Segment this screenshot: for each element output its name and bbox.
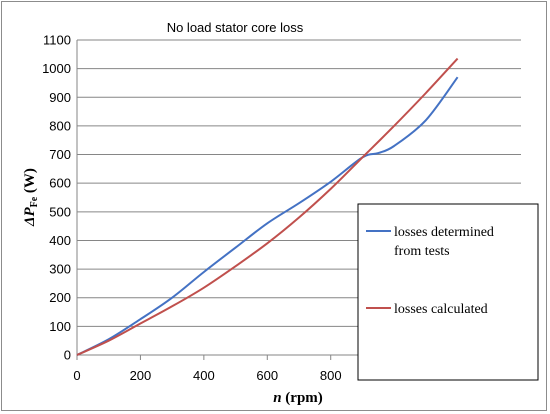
- chart-title: No load stator core loss: [167, 20, 304, 35]
- x-tick-label: 400: [193, 368, 215, 383]
- y-axis-label: ΔPFe (W): [22, 168, 40, 227]
- y-axis-label-var: ΔP: [22, 207, 38, 227]
- y-tick-labels: 0 100 200 300 400 500 600 700 800 900 1000 1100: [42, 33, 71, 363]
- y-axis-label-unit: (W): [22, 168, 38, 197]
- x-axis-label-var: n: [273, 390, 281, 406]
- y-tick-label: 1000: [42, 61, 71, 76]
- y-tick-label: 400: [49, 233, 71, 248]
- series-line-1: [76, 76, 459, 356]
- y-tick-label: 300: [49, 262, 71, 277]
- legend-label-1: from tests: [394, 244, 450, 259]
- x-tick-label: 800: [320, 368, 342, 383]
- y-tick-label: 500: [49, 204, 71, 219]
- y-tick-label: 600: [49, 176, 71, 191]
- y-tick-label: 200: [49, 290, 71, 305]
- y-tick-label: 700: [49, 147, 71, 162]
- legend: losses determined from tests losses calcul…: [357, 203, 539, 381]
- x-axis-label-unit: (rpm): [282, 390, 323, 406]
- x-axis-label: n (rpm): [273, 390, 323, 406]
- legend-label-2: losses calculated: [394, 302, 488, 317]
- series-line-2: [76, 57, 459, 356]
- legend-label-1: losses determined: [394, 225, 494, 240]
- legend-box: [357, 203, 539, 381]
- x-tick-label: 0: [73, 368, 80, 383]
- y-axis-label-sub: Fe: [29, 196, 40, 207]
- y-tick-label: 800: [49, 118, 71, 133]
- y-tick-label: 900: [49, 90, 71, 105]
- y-tick-label: 1100: [43, 33, 71, 48]
- x-tick-label: 600: [256, 368, 278, 383]
- series-lines: [76, 57, 459, 356]
- x-tick-label: 200: [130, 368, 152, 383]
- y-tick-label: 100: [49, 319, 71, 334]
- y-tick-label: 0: [64, 348, 71, 363]
